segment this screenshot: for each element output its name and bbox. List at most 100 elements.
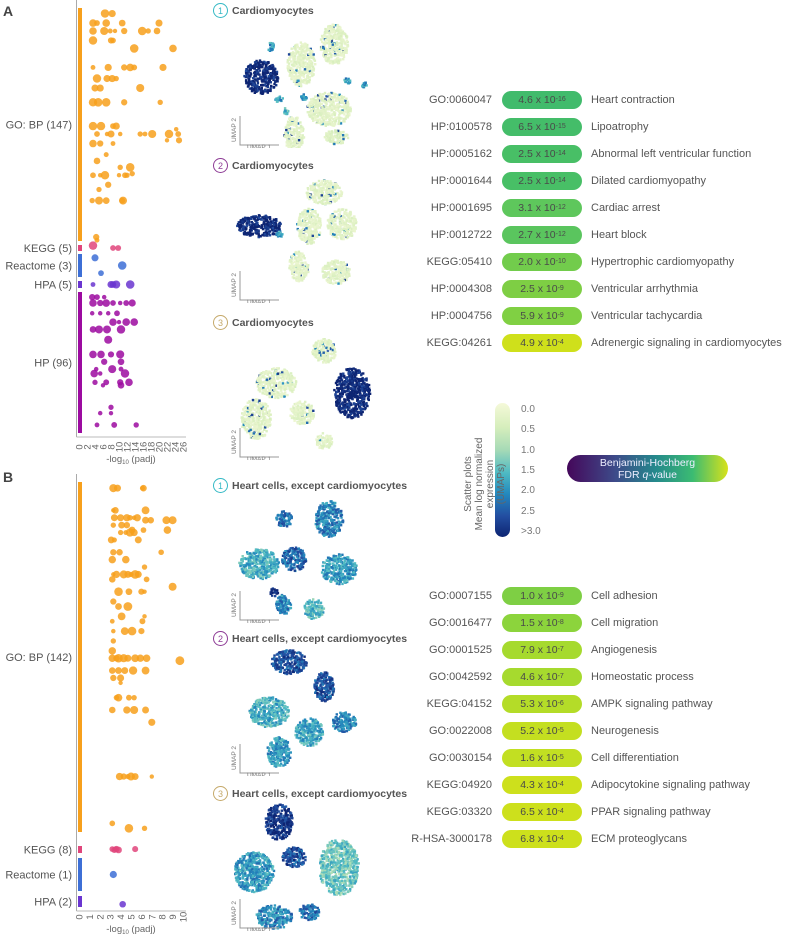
umap-cell (323, 43, 327, 46)
umap-cell (340, 391, 344, 394)
umap-cell (273, 82, 276, 86)
umap-cell (322, 46, 325, 49)
umap-cell (303, 44, 306, 47)
umap-cell (244, 409, 248, 413)
umap-cell (260, 422, 264, 426)
umap-cell (324, 55, 327, 58)
umap-cell (304, 61, 307, 64)
umap-cell (257, 388, 260, 392)
umap-cell (343, 270, 346, 273)
umap-cell (273, 383, 276, 386)
x-tick-label: 22 (163, 442, 174, 453)
x-tick-label: 14 (131, 442, 142, 453)
term-dot (133, 422, 139, 428)
umap-cell (289, 268, 293, 271)
umap-cell (269, 81, 272, 84)
umap-cell (296, 416, 300, 419)
term-dot (105, 181, 112, 188)
umap-cell (302, 75, 306, 78)
umap-cell (317, 94, 320, 97)
term-dot (114, 587, 123, 596)
umap-cell (299, 78, 303, 81)
term-dot (142, 614, 147, 619)
umap-cell (297, 256, 300, 259)
umap-cell (328, 99, 331, 102)
umap-cell (302, 58, 305, 61)
umap-cell (301, 48, 304, 51)
umap-cell (304, 216, 307, 219)
umap-cell (338, 275, 342, 279)
umap-cell (279, 99, 283, 102)
umap-cell (293, 402, 296, 406)
umap-cell (305, 227, 308, 230)
umap-cell (299, 134, 302, 137)
umap-cell (259, 377, 262, 380)
umap-cell (331, 92, 334, 95)
umap-cell (253, 84, 257, 88)
umap-cell (289, 407, 293, 411)
umap-cell (296, 77, 299, 80)
umap-cell (265, 371, 269, 374)
umap-cell (339, 29, 342, 33)
umap-cell (256, 218, 259, 221)
umap-cell (320, 354, 323, 357)
term-dot (133, 514, 141, 522)
umap-cell (287, 134, 290, 137)
umap-cell (284, 375, 288, 378)
x-axis-title-sub: 10 (122, 460, 129, 466)
umap-cell (324, 342, 327, 345)
umap-cell (308, 233, 311, 236)
umap-cell (362, 407, 365, 411)
umap-cell (267, 231, 271, 235)
umap-cell (253, 64, 257, 67)
umap-cell (339, 384, 343, 388)
umap-cell (298, 267, 302, 271)
umap-cell (299, 273, 302, 277)
term-dot (111, 628, 116, 634)
umap-cell (296, 66, 299, 69)
term-dot (107, 28, 113, 34)
umap-cell (346, 268, 349, 271)
umap-cell (345, 271, 349, 274)
umap-cell (293, 60, 297, 63)
umap-cell (301, 126, 304, 129)
umap-cell (318, 96, 321, 99)
umap-cell (333, 142, 336, 146)
term-dot (108, 410, 114, 416)
umap-cell (352, 387, 355, 390)
umap-cell (333, 51, 337, 54)
umap-cell (295, 122, 298, 125)
umap-cell (258, 409, 262, 412)
umap-cell (325, 267, 329, 270)
umap-cell (300, 136, 304, 140)
umap-cell (302, 238, 306, 241)
umap-cell (286, 109, 289, 112)
umap-cell (357, 415, 360, 418)
umap-cell (255, 400, 258, 404)
umap-cell (289, 381, 292, 384)
term-dot (121, 99, 128, 106)
umap-cell (309, 234, 312, 238)
term-dot (90, 282, 96, 287)
umap-cell (285, 387, 288, 391)
umap-cell (244, 79, 248, 82)
umap-cell (328, 226, 331, 229)
umap-cell (304, 265, 307, 268)
umap-cell (326, 106, 330, 109)
umap-cell (314, 200, 317, 203)
umap-cell (296, 422, 299, 425)
umap-cell (344, 221, 348, 224)
umap-cell (304, 400, 307, 404)
umap-cell (255, 223, 258, 226)
umap-cell (248, 410, 251, 414)
umap-cell (299, 124, 303, 128)
umap-cell (253, 413, 256, 416)
umap-cell (314, 101, 318, 104)
term-dot (116, 350, 125, 359)
umap-cell (279, 222, 282, 226)
umap-cell (313, 237, 316, 240)
umap-cell (320, 191, 324, 195)
umap-cell (298, 233, 301, 236)
umap-cell (287, 65, 291, 68)
umap-cell (349, 402, 352, 405)
